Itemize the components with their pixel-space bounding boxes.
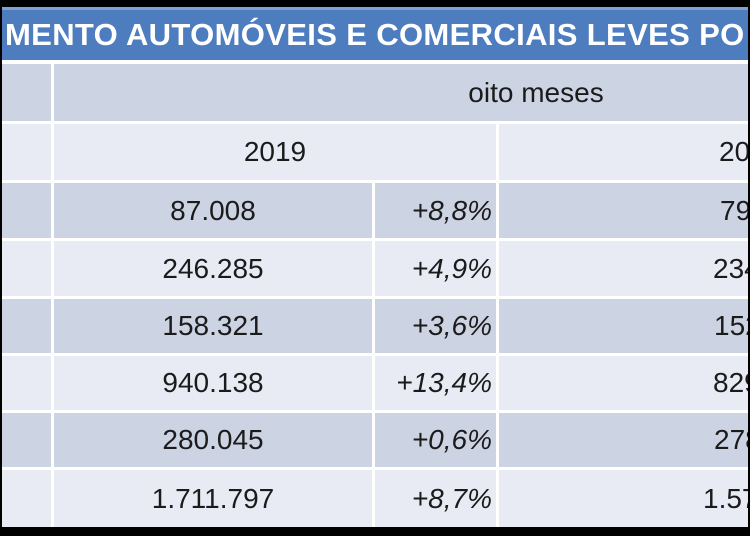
year-header-2019: 2019 (54, 124, 496, 180)
cell-2019-value: 246.285 (54, 241, 372, 296)
value-right: 79 (720, 194, 748, 226)
period-header-label: oito meses (468, 76, 604, 108)
cell-change-pct: +13,4% (375, 356, 496, 410)
value-right: 152 (714, 310, 748, 341)
cell-right-value-truncated: 1.57 (499, 470, 748, 527)
change-pct: +8,7% (411, 482, 492, 514)
row-label-stub (2, 183, 51, 238)
value-2019: 940.138 (162, 367, 264, 398)
value-right: 829 (713, 367, 748, 398)
value-2019: 87.008 (170, 194, 256, 226)
value-right: 1.57 (703, 482, 748, 514)
cell-right-value-truncated: 152 (499, 299, 748, 353)
cell-change-pct: +8,7% (375, 470, 496, 527)
cell-2019-value: 158.321 (54, 299, 372, 353)
cell-right-value-truncated: 829 (499, 356, 748, 410)
change-pct: +3,6% (411, 310, 492, 341)
row-label-stub (2, 64, 51, 121)
value-right: 234 (713, 252, 748, 284)
change-pct: +13,4% (396, 367, 492, 398)
value-2019: 280.045 (162, 424, 264, 455)
row-label-stub (2, 356, 51, 410)
row-label-stub (2, 413, 51, 467)
value-right: 278 (714, 424, 748, 455)
cell-change-pct: +4,9% (375, 241, 496, 296)
row-label-stub (2, 299, 51, 353)
value-2019: 1.711.797 (151, 482, 275, 514)
cell-2019-value: 940.138 (54, 356, 372, 410)
value-2019: 158.321 (162, 310, 264, 341)
cell-right-value-truncated: 234 (499, 241, 748, 296)
row-label-stub (2, 241, 51, 296)
change-pct: +4,9% (411, 252, 492, 284)
cell-change-pct: +8,8% (375, 183, 496, 238)
period-header-cell: oito meses (54, 64, 748, 121)
cell-2019-value: 1.711.797 (54, 470, 372, 527)
slide-title: MENTO AUTOMÓVEIS E COMERCIAIS LEVES PO (5, 17, 745, 52)
slide-title-bar: MENTO AUTOMÓVEIS E COMERCIAIS LEVES PO (2, 7, 748, 60)
row-label-stub (2, 124, 51, 180)
value-2019: 246.285 (162, 252, 264, 284)
year-header-right-label: 20 (719, 136, 748, 167)
year-header-2019-label: 2019 (243, 136, 307, 167)
cell-2019-value: 280.045 (54, 413, 372, 467)
cell-right-value-truncated: 79 (499, 183, 748, 238)
cell-2019-value: 87.008 (54, 183, 372, 238)
cell-change-pct: +0,6% (375, 413, 496, 467)
cell-change-pct: +3,6% (375, 299, 496, 353)
row-label-stub (2, 470, 51, 527)
cell-right-value-truncated: 278 (499, 413, 748, 467)
change-pct: +8,8% (411, 194, 492, 226)
change-pct: +0,6% (411, 424, 492, 455)
year-header-right: 20 (499, 124, 748, 180)
